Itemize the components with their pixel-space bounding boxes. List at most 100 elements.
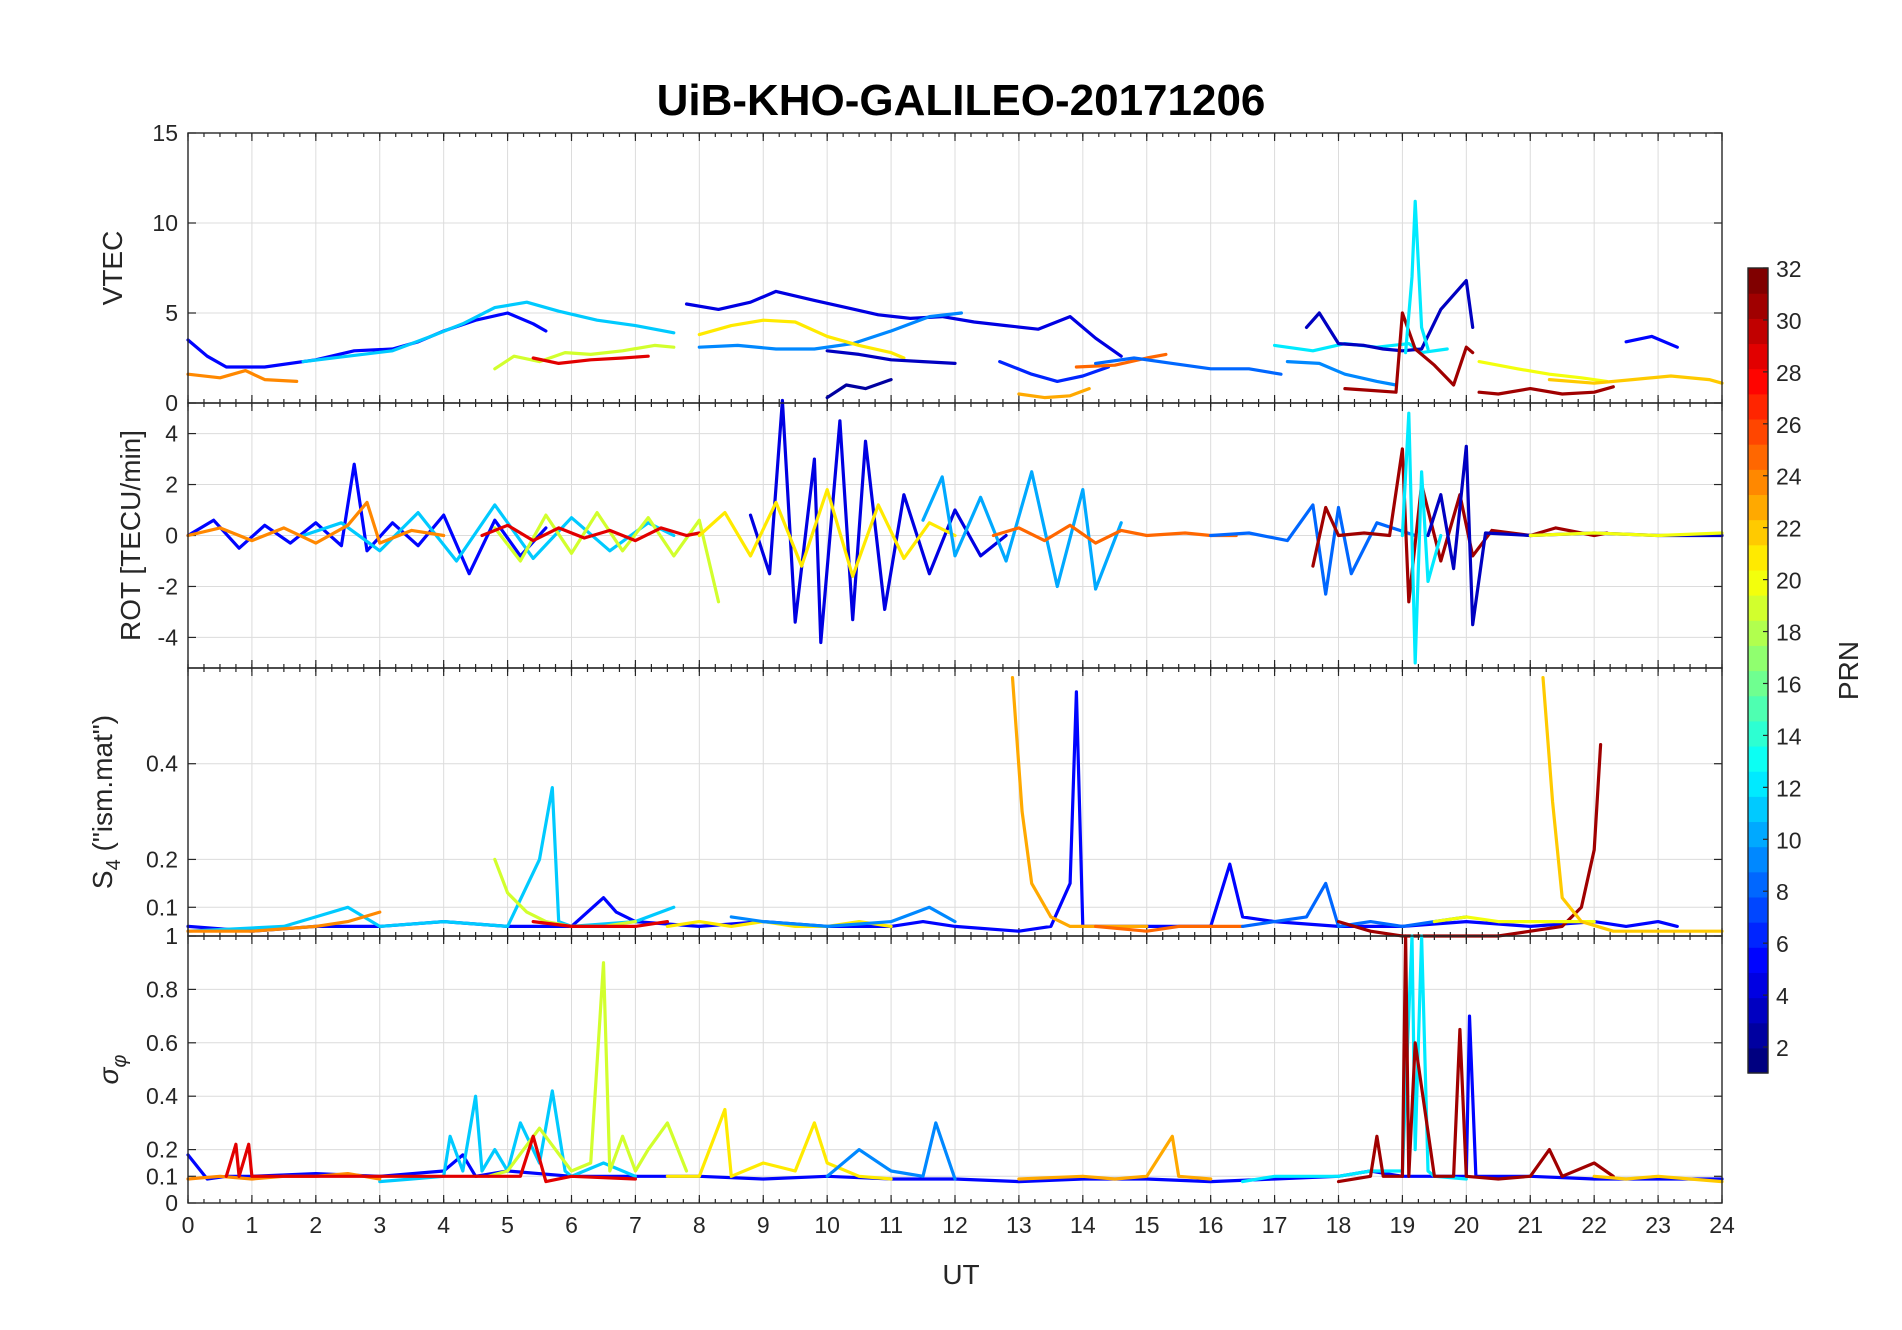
series-line-prn-19	[493, 343, 676, 371]
x-tick-label: 24	[1709, 1212, 1735, 1238]
colorbar-cell	[1748, 368, 1768, 395]
x-tick-label: 21	[1517, 1212, 1543, 1238]
series-line-prn-9	[729, 905, 957, 929]
y-tick-label: -2	[158, 573, 178, 599]
x-tick-label: 20	[1454, 1212, 1480, 1238]
colorbar-cell	[1748, 896, 1768, 923]
series-line-prn-24	[186, 369, 299, 383]
y-tick-label: 10	[152, 210, 178, 236]
colorbar-label: PRN	[1833, 641, 1864, 700]
x-tick-label: 2	[309, 1212, 322, 1238]
series-line-prn-6	[998, 360, 1111, 383]
x-tick-label: 12	[942, 1212, 968, 1238]
colorbar-cell	[1748, 871, 1768, 898]
y-tick-label: 0	[165, 523, 178, 549]
series-line-prn-5	[186, 690, 1679, 933]
x-tick-label: 18	[1326, 1212, 1352, 1238]
colorbar-cell	[1748, 720, 1768, 747]
series-line-prn-21	[697, 488, 957, 578]
x-tick-label: 1	[246, 1212, 259, 1238]
colorbar-cell	[1748, 469, 1768, 496]
series-line-prn-19	[486, 961, 689, 1178]
x-tick-label: 14	[1070, 1212, 1096, 1238]
colorbar-cell	[1748, 670, 1768, 697]
series-line-prn-20	[1477, 360, 1609, 383]
series-line-prn-8	[1209, 503, 1417, 596]
series-group	[186, 675, 1724, 938]
series-line-prn-25	[1074, 352, 1168, 369]
colorbar-cell	[1748, 268, 1768, 294]
series-line-prn-22	[1547, 374, 1724, 385]
colorbar-cell	[1748, 544, 1768, 571]
y-tick-label: 15	[152, 120, 178, 146]
series-line-prn-19	[493, 510, 721, 604]
series-line-prn-31	[1343, 311, 1475, 394]
x-tick-label: 5	[501, 1212, 514, 1238]
y-axis-label: S4 ("ism.mat")	[87, 715, 125, 889]
colorbar-cell	[1748, 821, 1768, 848]
series-line-prn-4	[684, 289, 1123, 358]
y-tick-label: 0.1	[146, 894, 178, 920]
x-tick-label: 0	[182, 1212, 195, 1238]
y-tick-label: 0.4	[146, 751, 178, 777]
colorbar-tick-label: 32	[1776, 256, 1802, 282]
colorbar-cell	[1748, 444, 1768, 470]
series-line-prn-29	[224, 1134, 638, 1184]
series-line-prn-25	[1093, 924, 1245, 933]
colorbar-cell	[1748, 293, 1768, 319]
x-axis-label: UT	[942, 1259, 979, 1290]
x-tick-label: 13	[1006, 1212, 1032, 1238]
chart-title: UiB-KHO-GALILEO-20171206	[657, 76, 1266, 125]
series-line-prn-5	[186, 462, 548, 576]
y-tick-label: 0.8	[146, 976, 178, 1002]
series-line-prn-21	[697, 318, 906, 360]
series-line-prn-9	[825, 1121, 957, 1181]
colorbar-cell	[1748, 1022, 1768, 1049]
series-line-prn-31	[1336, 934, 1615, 1184]
series-line-prn-29	[531, 354, 650, 365]
series-line-prn-8	[1093, 356, 1283, 376]
colorbar-tick-label: 26	[1776, 412, 1802, 438]
series-line-prn-11	[301, 503, 676, 563]
series-line-prn-22	[1541, 675, 1724, 933]
series-line-prn-9	[1285, 360, 1398, 387]
x-tick-label: 15	[1134, 1212, 1160, 1238]
x-tick-label: 19	[1390, 1212, 1416, 1238]
y-tick-label: 0	[165, 390, 178, 416]
colorbar-cell	[1748, 393, 1768, 420]
series-line-prn-20	[1432, 915, 1596, 924]
y-tick-label: -4	[158, 624, 179, 650]
colorbar-cell	[1748, 620, 1768, 646]
series-line-prn-23	[1017, 1134, 1213, 1181]
series-line-prn-22	[1592, 1174, 1724, 1184]
y-tick-label: 0.6	[146, 1030, 178, 1056]
x-tick-label: 3	[373, 1212, 386, 1238]
y-tick-label: 2	[165, 472, 178, 498]
x-tick-label: 7	[629, 1212, 642, 1238]
y-axis-label: VTEC	[97, 231, 128, 306]
colorbar-cell	[1748, 494, 1768, 521]
series-line-prn-21	[665, 1107, 893, 1181]
x-tick-label: 23	[1645, 1212, 1671, 1238]
colorbar-cell	[1748, 418, 1768, 445]
series-line-prn-24	[186, 500, 446, 545]
colorbar-cell	[1748, 922, 1768, 948]
colorbar-cell	[1748, 645, 1768, 672]
colorbar-tick-label: 18	[1776, 620, 1802, 646]
x-tick-label: 17	[1262, 1212, 1288, 1238]
series-line-prn-25	[991, 523, 1238, 545]
series-group	[186, 398, 1724, 665]
colorbar-tick-label: 20	[1776, 568, 1802, 594]
colorbar-frame	[1747, 267, 1769, 1074]
x-tick-label: 9	[757, 1212, 770, 1238]
series-line-prn-5	[1624, 334, 1679, 349]
colorbar-cell	[1748, 771, 1768, 797]
y-tick-label: 4	[165, 421, 178, 447]
y-axis-label: ROT [TECU/min]	[115, 430, 146, 641]
x-tick-label: 8	[693, 1212, 706, 1238]
x-tick-label: 10	[814, 1212, 840, 1238]
